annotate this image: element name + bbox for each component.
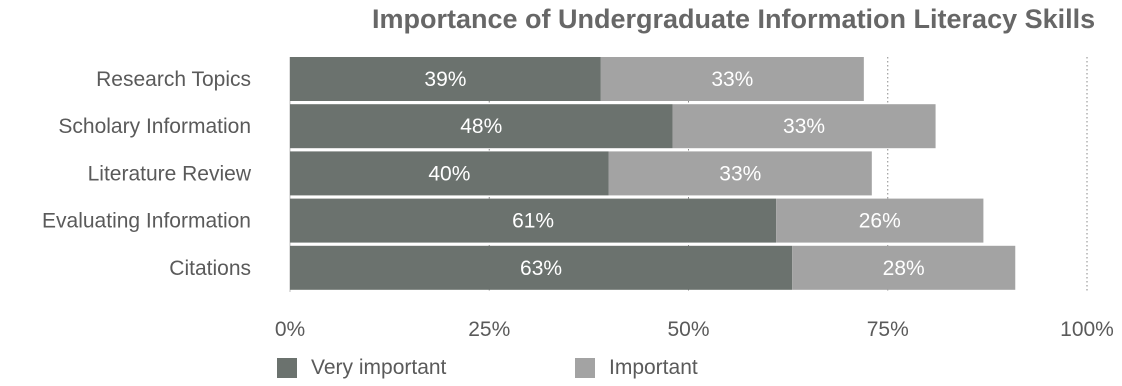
data-label-very-important-literature-review: 40% (428, 162, 470, 185)
legend-swatch-very-important (277, 358, 297, 378)
data-label-very-important-evaluating-information: 61% (512, 210, 554, 233)
x-tick-label-50: 50% (667, 318, 709, 341)
bar-very-important-scholary-information (290, 104, 673, 149)
legend: Very important Important (0, 356, 1122, 386)
bar-important-citations (792, 245, 1016, 290)
bar-very-important-evaluating-information (290, 198, 777, 243)
x-tick-label-25: 25% (468, 318, 510, 341)
data-label-important-citations: 28% (883, 257, 925, 280)
bar-very-important-literature-review (290, 151, 609, 196)
legend-item-very-important: Very important (277, 356, 446, 380)
bar-very-important-research-topics (290, 57, 601, 101)
legend-item-important: Important (575, 356, 698, 380)
category-label-citations: Citations (169, 257, 251, 280)
data-label-important-scholary-information: 33% (783, 115, 825, 138)
legend-swatch-important (575, 358, 595, 378)
category-label-literature-review: Literature Review (88, 162, 252, 185)
data-label-very-important-research-topics: 39% (424, 68, 466, 91)
data-label-important-research-topics: 33% (711, 68, 753, 91)
category-label-research-topics: Research Topics (96, 68, 251, 91)
legend-label-very-important: Very important (311, 356, 447, 379)
chart-title: Importance of Undergraduate Information … (372, 4, 1096, 34)
data-label-very-important-citations: 63% (520, 257, 562, 280)
bar-important-scholary-information (672, 104, 936, 149)
bar-important-literature-review (608, 151, 872, 196)
category-label-scholary-information: Scholary Information (58, 115, 251, 138)
category-label-evaluating-information: Evaluating Information (42, 210, 251, 233)
bar-important-research-topics (600, 57, 864, 101)
data-label-very-important-scholary-information: 48% (460, 115, 502, 138)
bar-very-important-citations (290, 245, 793, 290)
data-label-important-literature-review: 33% (719, 162, 761, 185)
legend-label-important: Important (609, 356, 698, 379)
bar-important-evaluating-information (776, 198, 984, 243)
x-tick-label-100: 100% (1060, 318, 1114, 341)
bar-chart: 39% 33% Research Topics 48% 33% Scholary Info… (42, 57, 1114, 341)
data-label-important-evaluating-information: 26% (859, 210, 901, 233)
x-tick-label-75: 75% (867, 318, 909, 341)
x-tick-label-0: 0% (275, 318, 305, 341)
